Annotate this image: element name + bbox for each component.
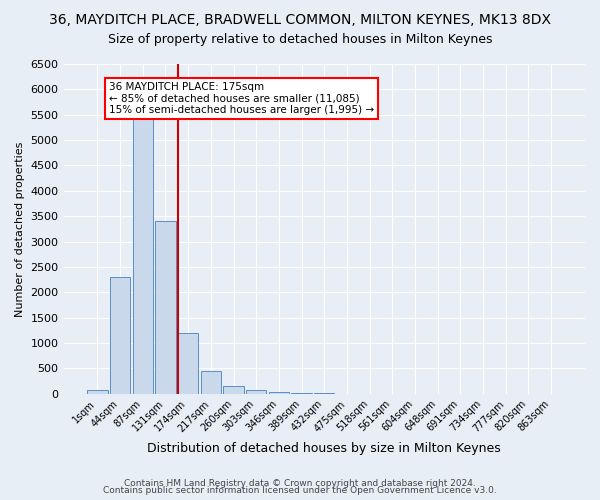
Bar xyxy=(246,390,266,394)
Y-axis label: Number of detached properties: Number of detached properties xyxy=(15,141,25,316)
Text: Size of property relative to detached houses in Milton Keynes: Size of property relative to detached ho… xyxy=(108,32,492,46)
Text: Contains public sector information licensed under the Open Government Licence v3: Contains public sector information licen… xyxy=(103,486,497,495)
Bar xyxy=(110,277,130,394)
Bar xyxy=(178,333,199,394)
Text: Contains HM Land Registry data © Crown copyright and database right 2024.: Contains HM Land Registry data © Crown c… xyxy=(124,478,476,488)
Bar xyxy=(292,393,312,394)
Bar xyxy=(155,222,176,394)
Bar xyxy=(133,114,153,394)
X-axis label: Distribution of detached houses by size in Milton Keynes: Distribution of detached houses by size … xyxy=(148,442,501,455)
Bar xyxy=(87,390,107,394)
Text: 36 MAYDITCH PLACE: 175sqm
← 85% of detached houses are smaller (11,085)
15% of s: 36 MAYDITCH PLACE: 175sqm ← 85% of detac… xyxy=(109,82,374,115)
Text: 36, MAYDITCH PLACE, BRADWELL COMMON, MILTON KEYNES, MK13 8DX: 36, MAYDITCH PLACE, BRADWELL COMMON, MIL… xyxy=(49,12,551,26)
Bar xyxy=(269,392,289,394)
Bar xyxy=(223,386,244,394)
Bar xyxy=(200,371,221,394)
